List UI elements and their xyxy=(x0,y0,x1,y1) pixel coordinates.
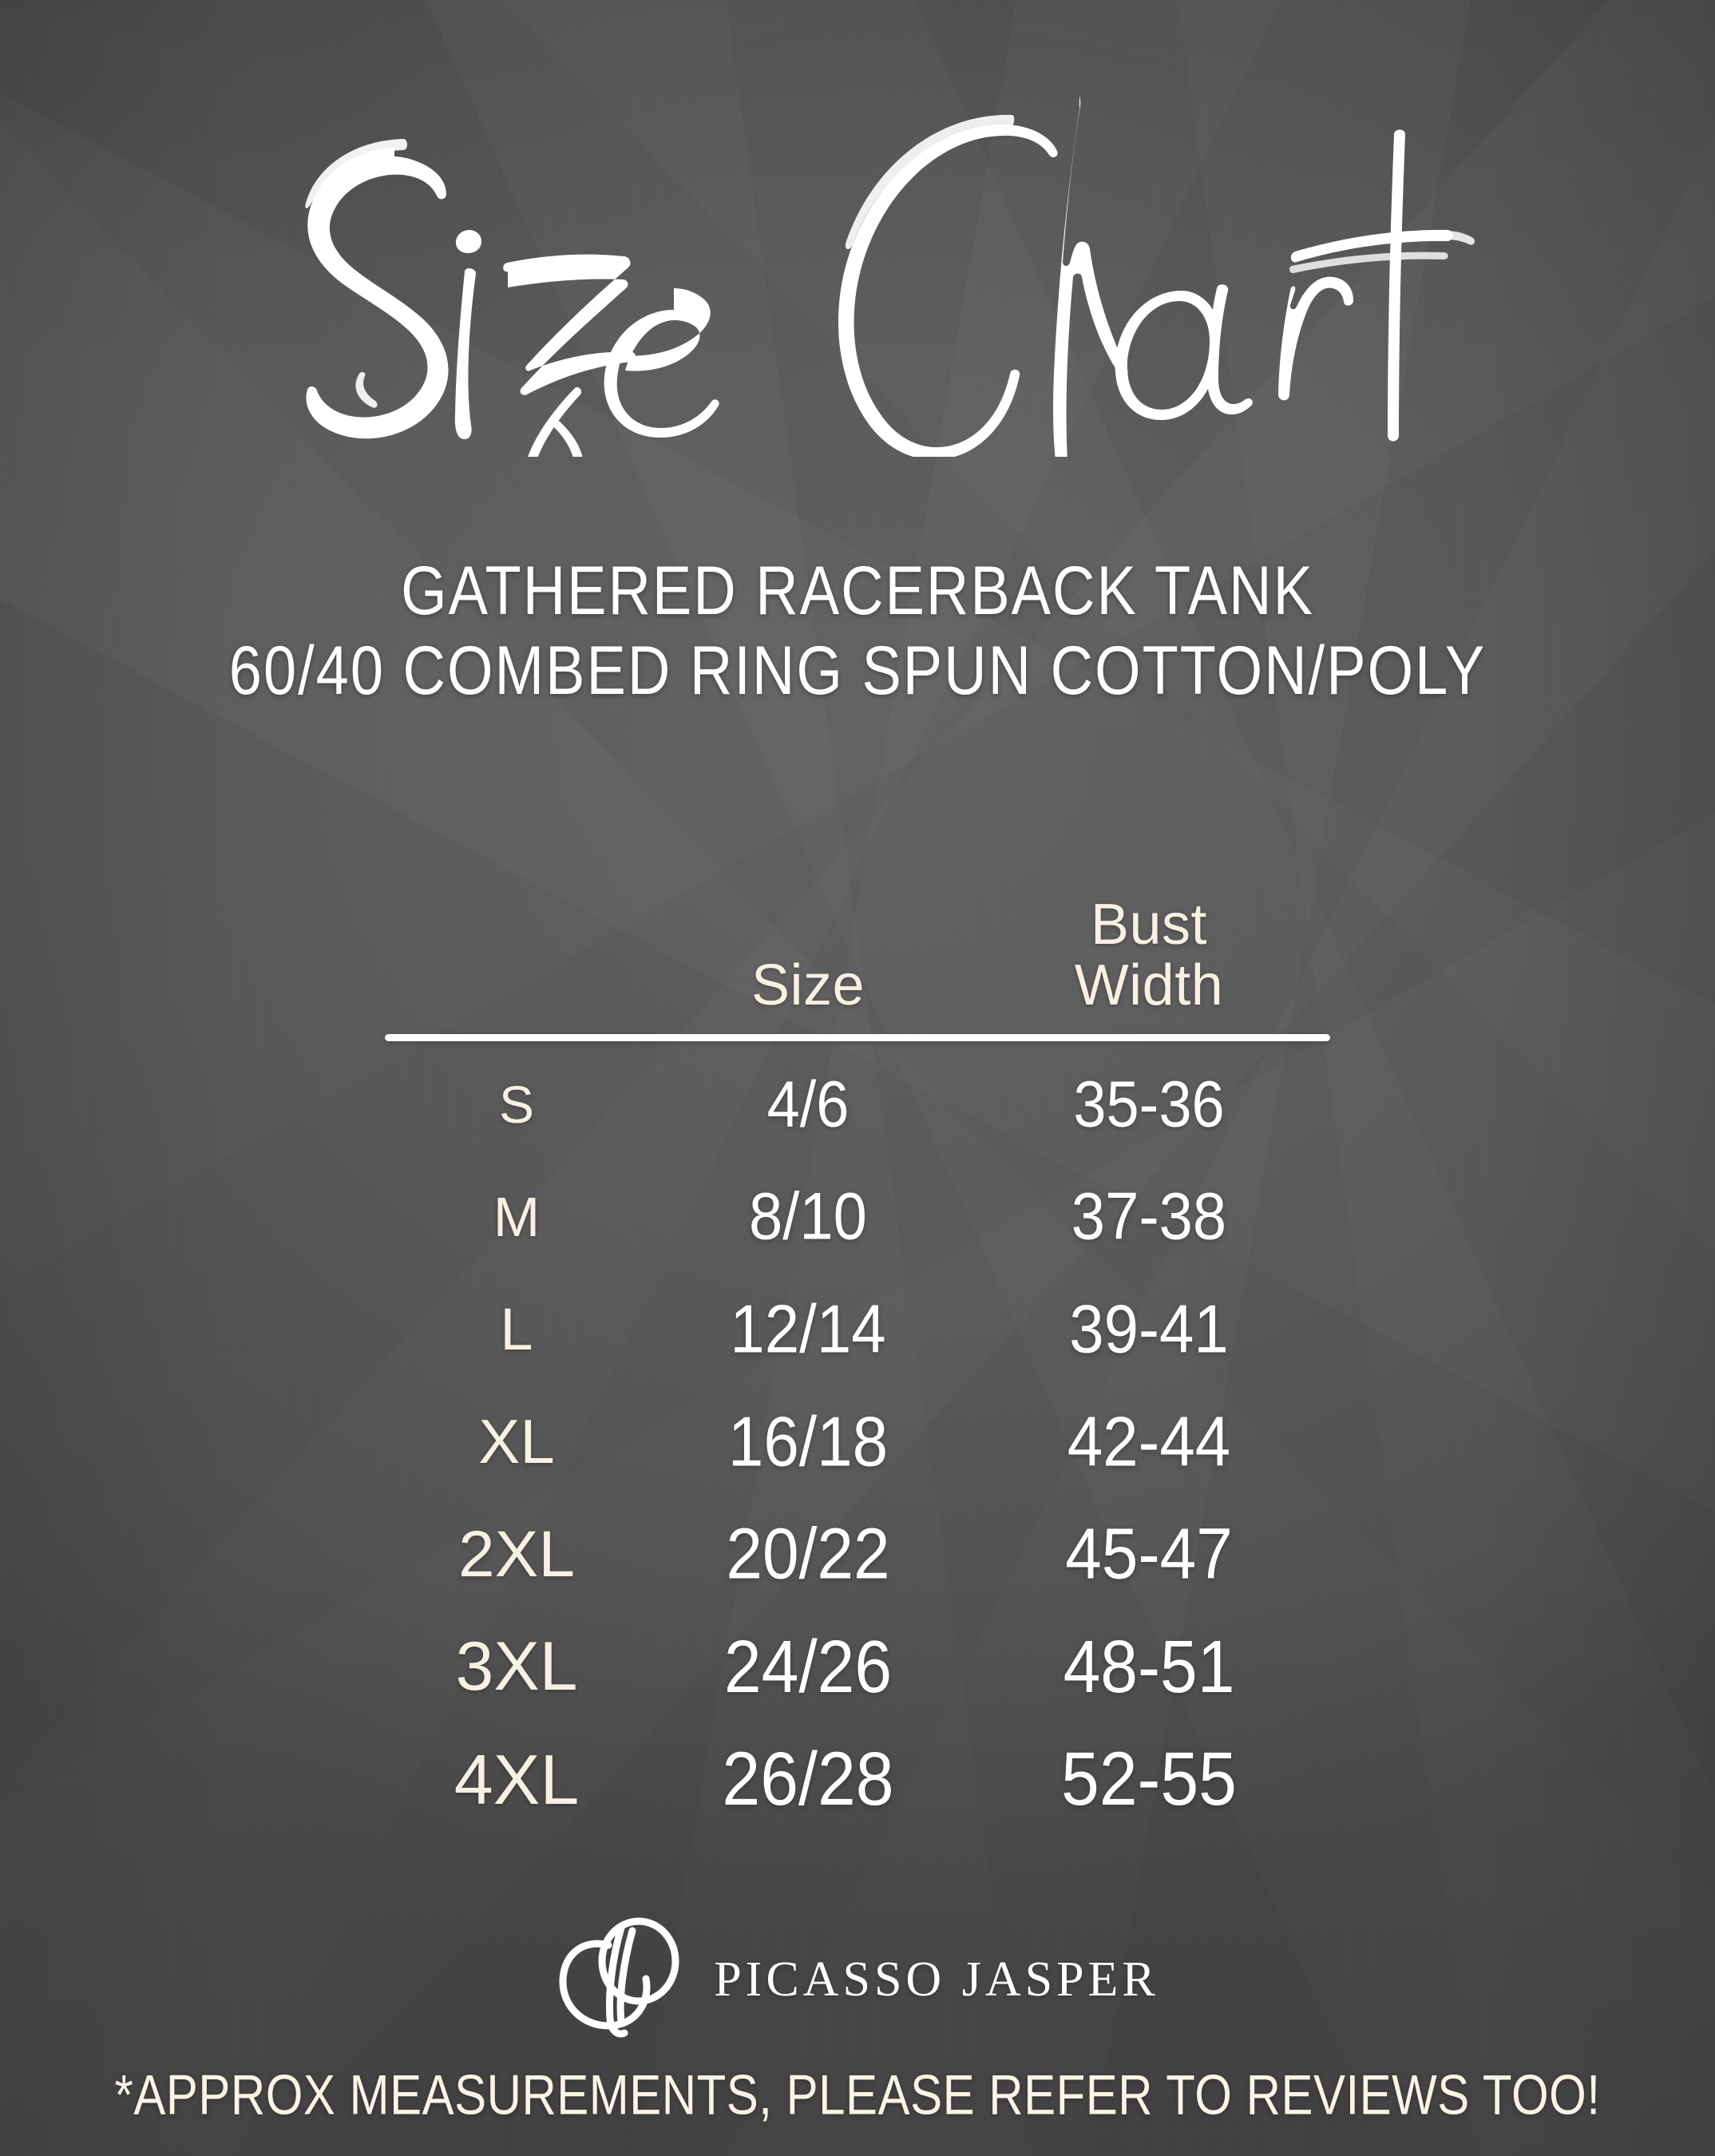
header-divider-cell xyxy=(385,1027,1330,1048)
row-size-label: S xyxy=(498,1074,535,1134)
row-bust-value: 42-44 xyxy=(1067,1402,1231,1480)
row-size-value: 20/22 xyxy=(726,1513,890,1594)
row-size-value: 16/18 xyxy=(727,1402,889,1480)
product-subtitle: GATHERED RACERBACK TANK 60/40 COMBED RIN… xyxy=(0,551,1715,708)
subtitle-line-2: 60/40 COMBED RING SPUN COTTON/POLY xyxy=(228,632,1487,709)
column-header-bust-width: Bust Width xyxy=(968,894,1330,1027)
size-table: Size Bust Width S 4 xyxy=(385,894,1330,1836)
row-bust-value: 52-55 xyxy=(1061,1737,1237,1821)
row-size-value: 24/26 xyxy=(723,1625,893,1708)
row-bust-value: 48-51 xyxy=(1063,1625,1235,1708)
brand-name: PICASSO JASPER xyxy=(714,1952,1159,2007)
row-size-value: 4/6 xyxy=(766,1067,850,1141)
row-size-label: M xyxy=(493,1185,541,1248)
table-row: M 8/10 37-38 xyxy=(385,1160,1330,1273)
row-bust-value: 35-36 xyxy=(1073,1067,1225,1141)
header-divider-row xyxy=(385,1027,1330,1048)
row-size-label: 4XL xyxy=(454,1739,580,1819)
page-title xyxy=(0,42,1715,489)
column-header-bust-line2: Width xyxy=(1074,953,1224,1017)
table-row: S 4/6 35-36 xyxy=(385,1048,1330,1160)
row-size-label: XL xyxy=(478,1406,555,1476)
brand-lockup: PICASSO JASPER xyxy=(0,1916,1715,2043)
jp-monogram-icon xyxy=(559,1917,679,2038)
column-header-blank xyxy=(385,894,648,1027)
row-size-label: 3XL xyxy=(455,1628,578,1705)
size-chart-script-title xyxy=(305,96,1475,457)
table-row: 2XL 20/22 45-47 xyxy=(385,1498,1330,1611)
row-bust-value: 45-47 xyxy=(1065,1513,1233,1594)
row-bust-value: 39-41 xyxy=(1069,1290,1229,1368)
size-table-container: Size Bust Width S 4 xyxy=(0,894,1715,1836)
row-size-value: 26/28 xyxy=(722,1737,894,1821)
row-size-value: 8/10 xyxy=(749,1179,867,1254)
table-row: 4XL 26/28 52-55 xyxy=(385,1723,1330,1836)
table-row: 3XL 24/26 48-51 xyxy=(385,1611,1330,1723)
row-size-label: 2XL xyxy=(458,1517,575,1591)
header-divider-line xyxy=(385,1033,1330,1041)
size-table-body: S 4/6 35-36 M 8/10 37-38 L 12/14 39-41 xyxy=(385,1048,1330,1836)
header-row: Size Bust Width xyxy=(385,894,1330,1027)
column-header-size: Size xyxy=(751,953,865,1017)
table-row: L 12/14 39-41 xyxy=(385,1273,1330,1385)
column-header-bust-line1: Bust xyxy=(1090,893,1208,957)
approx-measurements-note: *APPROX MEASUREMENTS, PLEASE REFER TO RE… xyxy=(114,2063,1601,2126)
size-table-header: Size Bust Width xyxy=(385,894,1330,1048)
row-size-label: L xyxy=(500,1296,533,1362)
table-row: XL 16/18 42-44 xyxy=(385,1385,1330,1498)
subtitle-line-1: GATHERED RACERBACK TANK xyxy=(401,552,1314,629)
row-size-value: 12/14 xyxy=(730,1290,886,1368)
row-bust-value: 37-38 xyxy=(1071,1179,1227,1254)
